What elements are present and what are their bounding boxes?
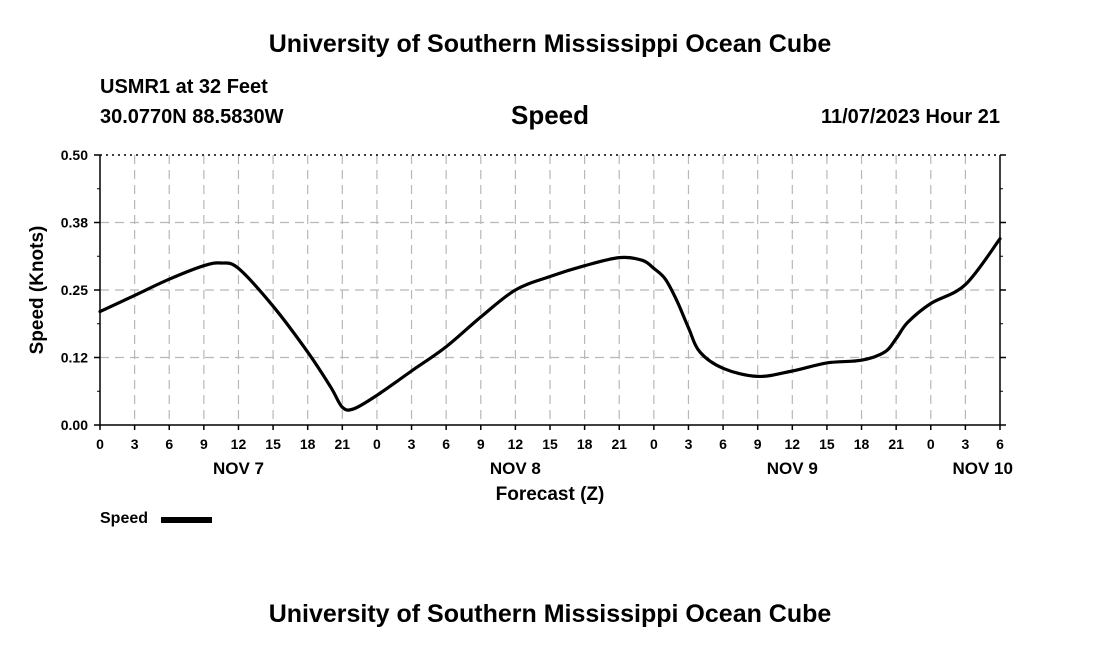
y-tick-label: 0.25 (61, 282, 88, 298)
x-tick-label: 3 (408, 436, 416, 452)
x-tick-label: 0 (650, 436, 658, 452)
x-tick-label: 12 (785, 436, 801, 452)
x-tick-label: 12 (231, 436, 247, 452)
day-label: NOV 7 (213, 459, 264, 478)
footer-title: University of Southern Mississippi Ocean… (268, 600, 832, 628)
y-tick-label: 0.00 (61, 417, 88, 433)
x-tick-label: 21 (888, 436, 904, 452)
axes (94, 154, 1006, 430)
x-tick-label: 18 (577, 436, 593, 452)
y-axis-title: Speed (Knots) (27, 226, 48, 355)
series-line-speed (98, 237, 1002, 412)
x-tick-label: 9 (200, 436, 208, 452)
grid (100, 154, 1000, 425)
x-tick-label: 18 (854, 436, 870, 452)
x-tick-label: 15 (542, 436, 558, 452)
x-tick-label: 6 (165, 436, 173, 452)
x-tick-label: 6 (442, 436, 450, 452)
day-label: NOV 8 (490, 459, 541, 478)
forecast-date: 11/07/2023 Hour 21 (820, 106, 1000, 128)
coordinates-label: 30.0770N 88.5830W (100, 106, 284, 128)
y-tick-label: 0.12 (61, 350, 88, 366)
x-tick-label: 21 (611, 436, 627, 452)
day-label: NOV 9 (767, 459, 818, 478)
x-tick-label: 3 (685, 436, 693, 452)
x-tick-label: 0 (96, 436, 104, 452)
x-tick-label: 9 (754, 436, 762, 452)
x-axis-title: Forecast (Z) (496, 484, 605, 505)
legend-line-swatch (161, 517, 212, 523)
chart-title: Speed (510, 100, 590, 130)
labels: 0.00 0.12 0.25 0.38 0.50 0 3 6 9 12 15 18 21 0 3 6 9 12 15… (27, 147, 1013, 505)
x-tick-label: 21 (335, 436, 351, 452)
x-tick-label: 15 (265, 436, 281, 452)
x-tick-label: 3 (131, 436, 139, 452)
x-tick-label: 0 (927, 436, 935, 452)
day-label: NOV 10 (952, 459, 1012, 478)
x-tick-label: 6 (719, 436, 727, 452)
y-tick-label: 0.50 (61, 147, 88, 163)
x-tick-label: 3 (961, 436, 969, 452)
x-tick-label: 12 (508, 436, 524, 452)
main-title: University of Southern Mississippi Ocean… (268, 30, 832, 58)
x-tick-label: 15 (819, 436, 835, 452)
station-label: USMR1 at 32 Feet (100, 76, 268, 98)
y-tick-label: 0.38 (61, 215, 88, 231)
x-tick-label: 9 (477, 436, 485, 452)
legend-label: Speed (100, 510, 149, 527)
x-tick-label: 0 (373, 436, 381, 452)
x-tick-label: 6 (996, 436, 1004, 452)
series-layer (98, 237, 1002, 412)
x-tick-label: 18 (300, 436, 316, 452)
